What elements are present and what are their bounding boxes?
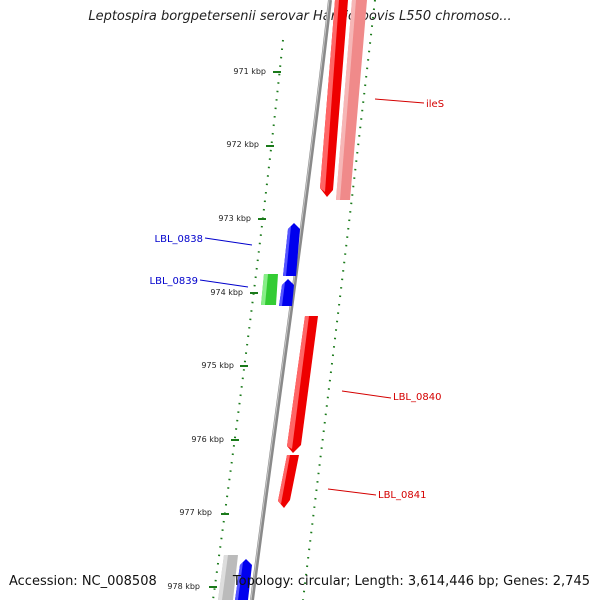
- gene-LBL_0838[interactable]: [283, 223, 300, 276]
- genome-summary-text: Topology: circular; Length: 3,614,446 bp…: [232, 574, 590, 589]
- tick-label-972: 972 kbp: [226, 140, 259, 149]
- gene-label-LBL_0841[interactable]: LBL_0841: [378, 490, 426, 501]
- leader-LBL_0840: [341, 390, 392, 399]
- leader-LBL_0839: [199, 279, 249, 288]
- tick-label-978: 978 kbp: [167, 582, 200, 591]
- major-ticks: [209, 71, 281, 588]
- map-title: Leptospira borgpetersenii serovar Hardjo…: [88, 9, 512, 24]
- leader-LBL_0838: [204, 237, 253, 246]
- gene-grey-feature[interactable]: [218, 555, 238, 600]
- gene-LBL_0840[interactable]: [287, 316, 318, 453]
- tick-label-971: 971 kbp: [233, 67, 266, 76]
- gene-blue-bottom[interactable]: [235, 559, 252, 600]
- gene-label-LBL_0840[interactable]: LBL_0840: [393, 392, 441, 403]
- leader-ileS: [374, 98, 425, 104]
- gene-LBL_0841[interactable]: [278, 455, 299, 508]
- scale-track-inner: [212, 39, 284, 600]
- gene-green-rna[interactable]: [261, 274, 278, 305]
- accession-text: Accession: NC_008508: [9, 574, 157, 589]
- gene-label-ileS[interactable]: ileS: [426, 99, 444, 110]
- tick-label-974: 974 kbp: [210, 288, 243, 297]
- gene-LBL_0839[interactable]: [279, 279, 294, 306]
- leader-LBL_0841: [327, 488, 377, 496]
- tick-label-975: 975 kbp: [201, 361, 234, 370]
- chromosome-backbone: [250, 0, 332, 600]
- gene-label-LBL_0839[interactable]: LBL_0839: [150, 276, 198, 287]
- tick-label-976: 976 kbp: [191, 435, 224, 444]
- gene-ileS-block[interactable]: [320, 0, 367, 200]
- tick-label-977: 977 kbp: [179, 508, 212, 517]
- chromosome-backbone-highlight: [250, 0, 330, 600]
- gene-label-LBL_0838[interactable]: LBL_0838: [155, 234, 203, 245]
- tick-label-973: 973 kbp: [218, 214, 251, 223]
